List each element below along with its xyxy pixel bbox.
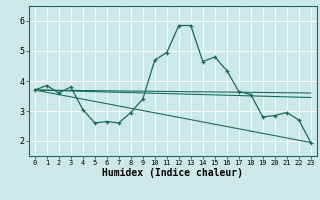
X-axis label: Humidex (Indice chaleur): Humidex (Indice chaleur) — [102, 168, 243, 178]
